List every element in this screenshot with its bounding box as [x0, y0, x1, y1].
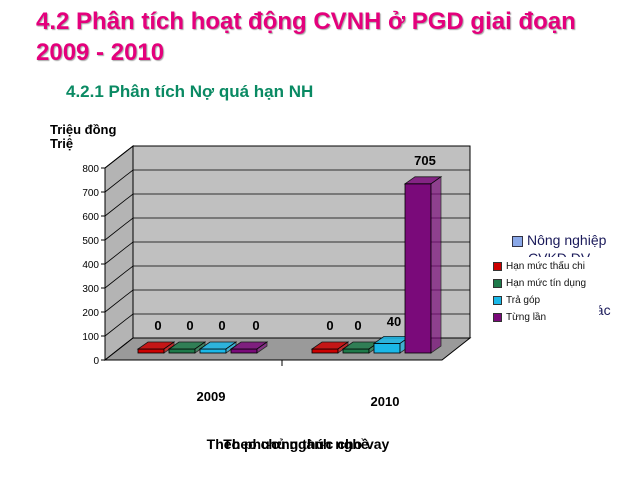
data-label: 0	[186, 318, 193, 333]
gridline	[104, 145, 470, 169]
chart-data-labels: 0 0 0 0 0 0 40 705	[154, 153, 435, 333]
gridline	[104, 241, 470, 265]
data-label: 40	[387, 314, 401, 329]
x-axis-title: Theo phương thức cho vay	[207, 436, 390, 452]
legend-label-0: Hạn mức thấu chi	[506, 261, 585, 272]
legend-label-1: Hạn mức tín dụng	[506, 278, 587, 289]
chart-bars	[136, 176, 443, 354]
data-label: 0	[154, 318, 161, 333]
y-tick-label: 600	[82, 212, 99, 223]
legend-item-1: Hạn mức tín dụng	[493, 278, 586, 289]
legend-swatch-3	[493, 312, 502, 322]
x-axis-title-overlap: Theo chủ ngành nghề	[223, 436, 369, 452]
y-axis-unit: Triệu đồng	[50, 122, 117, 137]
bar-front	[373, 342, 401, 354]
bar-front	[342, 348, 370, 354]
gridline	[104, 289, 470, 313]
bg-legend-label-0: Nông nghiệp	[527, 232, 607, 248]
legend-label-3: Từng lần	[506, 312, 547, 323]
gridline	[104, 193, 470, 217]
bar-side	[256, 341, 268, 354]
data-label: 0	[354, 318, 361, 333]
gridline	[104, 313, 470, 337]
legend-item-3: Từng lần	[493, 312, 546, 323]
bar-side	[430, 176, 442, 354]
chart-legend: Hạn mức thấu chi Hạn mức tín dụng Trả gó…	[489, 257, 599, 331]
bar	[229, 341, 269, 354]
data-label: 0	[326, 318, 333, 333]
legend-item-2: Trả góp	[493, 295, 540, 306]
bar-front	[311, 348, 339, 354]
data-label: 0	[252, 318, 259, 333]
y-tick-label: 100	[82, 332, 99, 343]
y-axis-unit-overlap: Triệ	[50, 136, 74, 151]
x-category-label: 2009	[197, 389, 226, 404]
bar-front	[404, 183, 432, 354]
gridline	[104, 265, 470, 289]
bar-front	[137, 348, 165, 354]
legend-swatch-0	[493, 261, 502, 271]
y-tick-label: 200	[82, 308, 99, 319]
bg-legend-item-0: Nông nghiệp	[512, 232, 606, 248]
page-title: 4.2 Phân tích hoạt động CVNH ở PGD giai …	[36, 8, 576, 66]
bar	[136, 341, 176, 354]
page-subtitle: 4.2.1 Phân tích Nợ quá hạn NH	[66, 82, 314, 101]
bar-front	[199, 348, 227, 354]
y-tick-label: 0	[93, 356, 99, 367]
bar-front	[230, 348, 258, 354]
x-category-label: 2010	[371, 394, 400, 409]
y-tick-label: 800	[82, 164, 99, 175]
gridline	[104, 217, 470, 241]
bg-legend-swatch	[512, 235, 523, 247]
y-tick-label: 300	[82, 284, 99, 295]
y-tick-label: 500	[82, 236, 99, 247]
legend-swatch-1	[493, 278, 502, 288]
legend-item-0: Hạn mức thấu chi	[493, 261, 585, 272]
y-tick-label: 700	[82, 188, 99, 199]
bar-front	[168, 348, 196, 354]
data-label: 705	[414, 153, 436, 168]
y-tick-label: 400	[82, 260, 99, 271]
bar	[403, 176, 443, 354]
legend-label-2: Trả góp	[506, 295, 541, 306]
bar	[167, 341, 207, 354]
data-label: 0	[218, 318, 225, 333]
bg-legend-item-1: CVKD DV	[528, 250, 591, 258]
legend-swatch-2	[493, 295, 502, 305]
gridline	[104, 169, 470, 193]
bar	[198, 341, 238, 354]
